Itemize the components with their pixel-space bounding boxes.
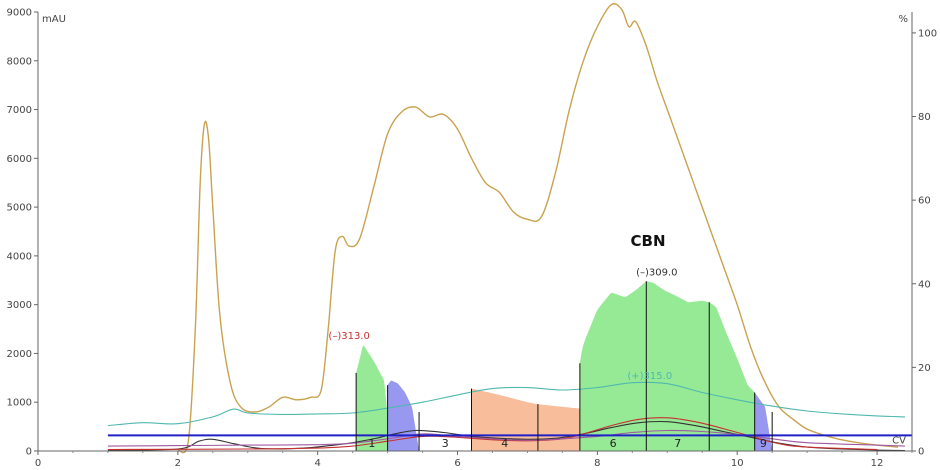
fraction-area-8 [709,302,755,451]
peak-annotation: (+)315.0 [627,371,672,382]
x-tick-label: 12 [871,458,884,469]
y-left-tick-label: 7000 [7,105,32,116]
series-lines [107,3,912,454]
series-line-gold-trace [177,3,899,454]
fraction-label-3: 3 [442,437,449,450]
y-right-tick-label: 100 [918,28,937,39]
y-left-unit: mAU [42,14,66,25]
fraction-area-7 [646,281,710,451]
y-right-tick-label: 0 [918,447,924,458]
y-right-tick-label: 60 [918,196,931,207]
y-left-tick-label: 0 [26,447,32,458]
y-left-tick-label: 3000 [7,300,32,311]
fraction-label-1: 1 [368,437,375,450]
peak-annotation: (–)309.0 [636,267,677,278]
y-left-tick-label: 2000 [7,349,32,360]
fraction-label-9: 9 [760,437,767,450]
y-left-tick-label: 9000 [7,8,32,19]
cv-label: CV [892,435,906,446]
x-tick-label: 8 [594,458,600,469]
y-left-tick-label: 6000 [7,154,32,165]
series-line-teal-trace [107,381,906,427]
y-left-tick-label: 8000 [7,56,32,67]
x-tick-label: 0 [35,458,41,469]
fraction-area-1 [356,345,388,451]
y-right-tick-label: 20 [918,363,931,374]
fraction-label-7: 7 [674,437,681,450]
y-right-tick-label: 80 [918,112,931,123]
fraction-label-6: 6 [610,437,617,450]
peak-annotation: (–)313.0 [328,331,369,342]
y-right-tick-label: 40 [918,279,931,290]
fraction-area-5 [537,404,580,451]
x-tick-label: 4 [314,458,320,469]
x-tick-label: 10 [731,458,744,469]
y-left-tick-label: 5000 [7,203,32,214]
x-tick-label: 6 [454,458,460,469]
fraction-dividers [355,281,773,451]
y-right-unit: % [898,14,908,25]
axes: 0100020003000400050006000700080009000020… [7,8,938,470]
labels: 1 3 4 6 7 9 (–)313.0 (–)309.0 (+)315.0 CV [328,267,906,450]
series-line-purple-trace [107,429,906,447]
chart-title: CBN [631,232,666,250]
fraction-label-4: 4 [501,437,508,450]
x-tick-label: 2 [175,458,181,469]
y-left-tick-label: 4000 [7,251,32,262]
fraction-area-6 [579,281,647,451]
y-left-tick-label: 1000 [7,398,32,409]
